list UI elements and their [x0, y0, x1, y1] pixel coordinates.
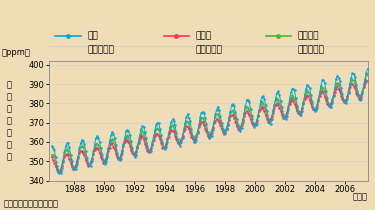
Text: 資料）国土交通省気象庁: 資料）国土交通省気象庁: [4, 199, 59, 208]
Text: 化: 化: [7, 104, 12, 113]
Text: （岩手県）: （岩手県）: [87, 45, 114, 54]
Text: 綿里: 綿里: [87, 31, 98, 40]
Text: （東京都）: （東京都）: [195, 45, 222, 54]
Text: （年）: （年）: [352, 192, 368, 201]
Text: （ppm）: （ppm）: [2, 48, 31, 57]
Text: 二: 二: [7, 80, 12, 89]
Text: 南鳥島: 南鳥島: [195, 31, 211, 40]
Text: （沖縄県）: （沖縄県）: [297, 45, 324, 54]
Text: 与那国島: 与那国島: [297, 31, 319, 40]
Text: 炭: 炭: [7, 116, 12, 125]
Text: 酸: 酸: [7, 92, 12, 101]
Text: 濃: 濃: [7, 140, 12, 149]
Text: 素: 素: [7, 128, 12, 137]
Text: 度: 度: [7, 152, 12, 161]
